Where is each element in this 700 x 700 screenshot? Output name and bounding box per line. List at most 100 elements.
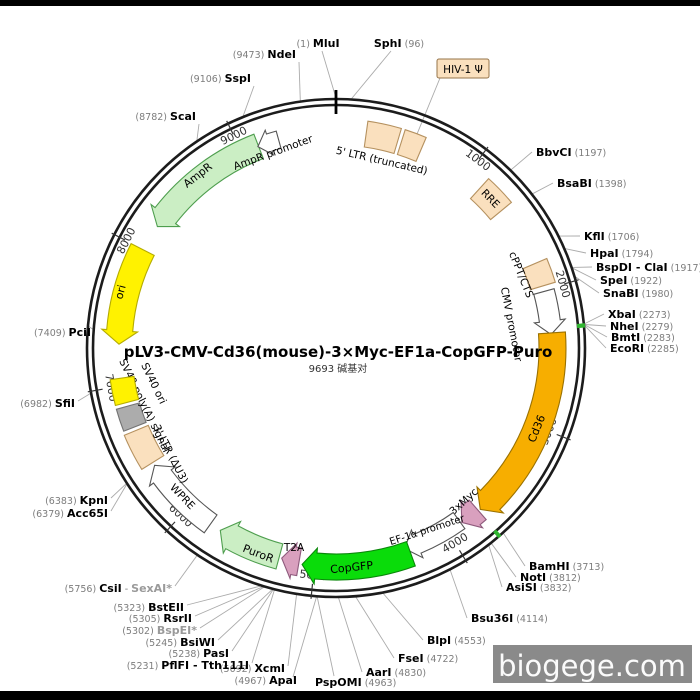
leader-line-snabi	[575, 276, 600, 294]
feature-puror[interactable]	[219, 520, 284, 570]
feature-ampr[interactable]	[150, 133, 265, 228]
feature-label-ori[interactable]: ori	[112, 283, 128, 300]
enzyme-label-bsu36i[interactable]: Bsu36I (4114)	[471, 612, 548, 625]
green-site-marker	[493, 529, 502, 539]
enzyme-label-kfli[interactable]: KflI (1706)	[584, 230, 639, 243]
enzyme-label-bsiwi[interactable]: (5245) BsiWI	[145, 636, 215, 649]
feature-t2a[interactable]	[281, 541, 303, 581]
watermark: biogege.com	[493, 645, 692, 683]
leader-line-ecori	[584, 325, 607, 349]
tick-mark-5000	[310, 583, 314, 599]
enzyme-label-bspdi-clai[interactable]: BspDI - ClaI (1917)	[596, 261, 700, 274]
feature-3-ltr-du3[interactable]	[123, 424, 165, 471]
enzyme-label-csii-sexai[interactable]: (5756) CsiI - SexAI*	[65, 582, 173, 595]
leader-line-bbvci	[510, 151, 533, 171]
enzyme-label-pflfi-tth111i[interactable]: (5231) PflFI - Tth111I	[127, 659, 249, 672]
enzyme-label-mlui[interactable]: (1) MluI	[296, 37, 339, 50]
enzyme-label-bmti[interactable]: BmtI (2283)	[611, 331, 675, 344]
feature-cmv-promoter[interactable]	[532, 288, 567, 336]
enzyme-label-rsrii[interactable]: (5305) RsrII	[129, 612, 192, 625]
enzyme-label-nhei[interactable]: NheI (2279)	[610, 320, 673, 333]
enzyme-label-fsei[interactable]: FseI (4722)	[398, 652, 458, 665]
leader-line-acc65i	[110, 484, 127, 512]
leader-line-pasi	[231, 589, 274, 652]
leader-line-bsteii	[186, 585, 261, 606]
feature-cd36[interactable]	[476, 331, 567, 514]
tick-mark-3000	[556, 433, 571, 441]
enzyme-label-blpi[interactable]: BlpI (4553)	[427, 634, 486, 647]
enzyme-label-hpai[interactable]: HpaI (1794)	[590, 247, 653, 260]
bottom-border-bar	[0, 691, 700, 700]
leader-line-bsu36i	[449, 570, 468, 619]
feature-wpre[interactable]	[148, 464, 218, 534]
enzyme-label-xcmi[interactable]: (5092) XcmI	[220, 662, 285, 675]
enzyme-label-snabi[interactable]: SnaBI (1980)	[603, 287, 673, 300]
plasmid-size: 9693 碱基对	[309, 362, 368, 375]
enzyme-label-xbai[interactable]: XbaI (2273)	[608, 308, 670, 321]
enzyme-label-bamhi[interactable]: BamHI (3713)	[529, 560, 604, 573]
leader-line-hpai	[565, 248, 587, 254]
enzyme-label-bsabi[interactable]: BsaBI (1398)	[557, 177, 626, 190]
feature-5-ltr-truncated[interactable]	[363, 120, 403, 155]
leader-line-xbai	[584, 313, 605, 325]
feature-label-t2a[interactable]: T2A	[283, 542, 305, 554]
leader-line-sfii	[77, 393, 91, 402]
leader-line-nhei	[584, 324, 607, 327]
enzyme-label-sfii[interactable]: (6982) SfiI	[20, 397, 75, 410]
enzyme-label-apai[interactable]: (4967) ApaI	[234, 674, 297, 687]
enzyme-label-bspei[interactable]: (5302) BspEI*	[122, 624, 197, 637]
enzyme-label-noti[interactable]: NotI (3812)	[520, 571, 581, 584]
enzyme-label-scai[interactable]: (8782) ScaI	[135, 110, 196, 123]
leader-line-csii-sexai	[174, 555, 198, 587]
feature-ori[interactable]	[100, 242, 155, 345]
leader-line	[414, 77, 441, 140]
enzyme-label-pcii[interactable]: (7409) PciI	[34, 326, 91, 339]
enzyme-label-sphi[interactable]: SphI (96)	[374, 37, 424, 50]
enzyme-label-pasi[interactable]: (5238) PasI	[169, 647, 229, 660]
feature-rre[interactable]	[469, 177, 513, 221]
leader-line-sspi	[242, 85, 255, 117]
leader-line-aari	[338, 597, 363, 673]
leader-line-spei	[572, 267, 597, 281]
leader-line-pspomi	[316, 597, 335, 677]
enzyme-label-asisi[interactable]: AsiSI (3832)	[506, 581, 571, 594]
leader-line-kpni	[110, 483, 127, 499]
feature-label-copgfp[interactable]: CopGFP	[330, 559, 374, 576]
tick-mark-6000	[164, 521, 176, 534]
leader-line-asisi	[488, 545, 503, 588]
leader-line-ndei	[298, 61, 301, 101]
enzyme-label-ecori[interactable]: EcoRI (2285)	[610, 342, 679, 355]
leader-line-mlui	[321, 50, 337, 99]
enzyme-label-pspomi[interactable]: PspOMI (4963)	[315, 676, 396, 689]
enzyme-label-acc65i[interactable]: (6379) Acc65I	[32, 507, 108, 520]
leader-line-fsei	[355, 596, 395, 659]
leader-line-xcmi	[287, 594, 297, 667]
feature-hiv1-psi[interactable]	[396, 129, 427, 163]
enzyme-label-ndei[interactable]: (9473) NdeI	[233, 48, 296, 61]
watermark-box	[493, 645, 692, 683]
enzyme-label-sspi[interactable]: (9106) SspI	[190, 72, 251, 85]
enzyme-label-aari[interactable]: AarI (4830)	[366, 666, 426, 679]
leader-line-bsabi	[532, 182, 554, 195]
map-layer: 1000200030004000500060007000800090005' L…	[20, 37, 700, 689]
hiv1-psi-label[interactable]: HIV-1 Ψ	[443, 64, 483, 76]
leader-line-scai	[196, 123, 200, 141]
enzyme-label-kpni[interactable]: (6383) KpnI	[45, 494, 108, 507]
feature-3xmyc[interactable]	[460, 499, 487, 529]
top-border-bar	[0, 0, 700, 6]
feature-copgfp[interactable]	[301, 540, 417, 586]
feature-sv40-ori[interactable]	[109, 375, 140, 407]
feature-cppt-cts[interactable]	[522, 257, 556, 291]
enzyme-label-spei[interactable]: SpeI (1922)	[600, 274, 662, 287]
leader-line-pflfi-tth111i	[251, 590, 275, 664]
enzyme-label-bsteii[interactable]: (5323) BstEII	[114, 601, 185, 614]
leader-line-rsrii	[194, 586, 263, 617]
feature-ampr-promoter[interactable]	[257, 128, 282, 157]
leader-line-apai	[292, 597, 317, 678]
watermark-text: biogege.com	[498, 649, 686, 683]
feature-sv40-polya[interactable]	[115, 402, 147, 432]
enzyme-label-bbvci[interactable]: BbvCI (1197)	[536, 146, 606, 159]
tick-mark-4000	[458, 549, 468, 564]
hiv1-psi-label-box[interactable]	[436, 58, 490, 79]
